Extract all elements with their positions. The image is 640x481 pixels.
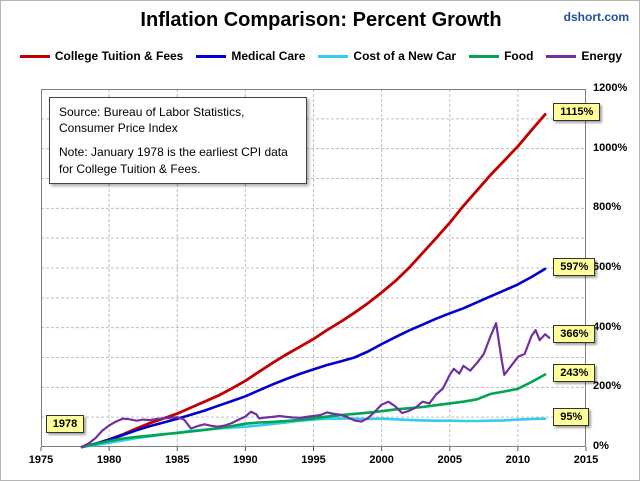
source-note-line2: Note: January 1978 is the earliest CPI d…	[59, 145, 288, 176]
x-axis-label: 1985	[165, 454, 190, 466]
legend-swatch	[196, 54, 227, 58]
callout-597: 597%	[553, 257, 596, 276]
legend-label: Medical Care	[231, 49, 306, 63]
x-axis-label: 2010	[505, 454, 531, 466]
x-axis-label: 1980	[96, 454, 122, 466]
legend-label: Energy	[581, 49, 623, 63]
legend-item-college-tuition-fees: College Tuition & Fees	[19, 49, 184, 63]
dshort-watermark: dshort.com	[563, 10, 629, 24]
y-axis-label: 1000%	[593, 141, 628, 154]
callout-366: 366%	[553, 325, 596, 344]
y-axis-label: 600%	[593, 261, 622, 273]
callout-95: 95%	[553, 407, 590, 426]
legend-label: Food	[504, 49, 534, 63]
y-axis-label: 800%	[593, 201, 622, 214]
x-axis-label: 1975	[28, 454, 54, 466]
series-line-food	[80, 373, 547, 449]
x-axis-label: 1990	[233, 454, 258, 466]
x-axis-label: 2000	[369, 454, 394, 466]
chart-title: Inflation Comparison: Percent Growth	[140, 9, 502, 31]
x-axis-label: 1995	[301, 454, 326, 466]
series-line-energy	[80, 322, 551, 449]
source-note-line1: Source: Bureau of Labor Statistics, Cons…	[59, 105, 245, 136]
y-axis-label: 400%	[593, 320, 622, 333]
series-line-college-tuition-fees	[80, 112, 547, 449]
legend-swatch	[469, 54, 500, 58]
y-axis-label: 1200%	[593, 82, 628, 94]
legend-swatch	[546, 54, 577, 58]
legend-label: College Tuition & Fees	[54, 49, 184, 63]
callout-1115: 1115%	[553, 103, 601, 122]
x-axis-label: 2005	[437, 454, 462, 466]
callout-243: 243%	[553, 363, 596, 382]
legend-item-medical-care: Medical Care	[196, 49, 305, 63]
legend-item-energy: Energy	[546, 49, 622, 63]
legend-swatch	[19, 54, 50, 58]
legend-item-food: Food	[469, 49, 533, 63]
y-axis-label: 200%	[593, 380, 622, 393]
callout-1978: 1978	[45, 415, 85, 434]
series-line-medical-care	[80, 267, 547, 449]
source-note-box: Source: Bureau of Labor Statistics, Cons…	[49, 97, 307, 184]
chart-legend: College Tuition & Fees Medical Care Cost o…	[1, 49, 639, 63]
x-axis-label: 2015	[573, 454, 599, 466]
y-axis-label: 0%	[593, 440, 609, 452]
legend-item-cost-of-a-new-car: Cost of a New Car	[318, 49, 456, 63]
legend-label: Cost of a New Car	[353, 49, 457, 63]
legend-swatch	[318, 54, 349, 58]
